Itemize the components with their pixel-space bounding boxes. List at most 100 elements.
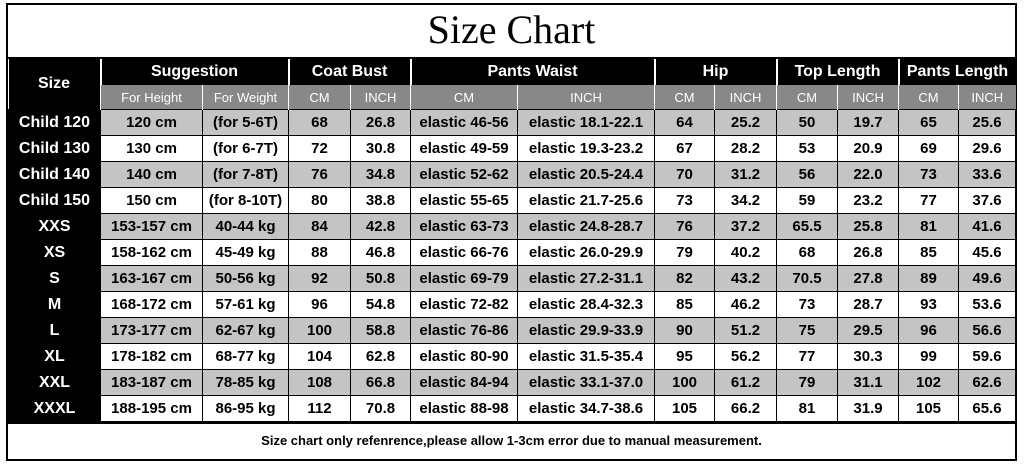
- subheader: CM: [898, 85, 959, 110]
- cell: elastic 52-62: [410, 161, 519, 188]
- cell: elastic 66-76: [410, 239, 519, 266]
- subheader-row: For Height For Weight CM INCH CM INCH CM INCH CM…: [9, 85, 1016, 110]
- cell: 40.2: [714, 239, 778, 266]
- cell: 26.8: [837, 239, 900, 266]
- cell: 73: [654, 187, 716, 214]
- size-label: M: [8, 291, 101, 318]
- cell: 53: [776, 135, 839, 162]
- cell: elastic 20.5-24.4: [517, 161, 656, 188]
- cell: 72: [288, 135, 352, 162]
- cell: 93: [898, 291, 960, 318]
- cell: 33.6: [958, 161, 1017, 188]
- size-row: Child 150 150 cm (for 8-10T) 80 38.8 elastic …: [8, 187, 1017, 214]
- cell: 45-49 kg: [201, 239, 290, 266]
- cell: 153-157 cm: [100, 213, 203, 240]
- cell: 25.8: [837, 213, 900, 240]
- size-header: Size: [8, 59, 101, 110]
- cell: 65.5: [776, 213, 839, 240]
- cell: 46.8: [350, 239, 412, 266]
- cell: 28.2: [714, 135, 778, 162]
- cell: elastic 21.7-25.6: [517, 187, 656, 214]
- size-row: XS 158-162 cm 45-49 kg 88 46.8 elastic 66-76 e…: [8, 239, 1017, 266]
- cell: 173-177 cm: [100, 317, 203, 344]
- cell: (for 6-7T): [201, 135, 290, 162]
- size-label: XXS: [8, 213, 101, 240]
- cell: elastic 18.1-22.1: [517, 109, 656, 136]
- cell: 78-85 kg: [201, 369, 290, 396]
- cell: 51.2: [714, 317, 778, 344]
- cell: 82: [654, 265, 716, 292]
- cell: 59: [776, 187, 839, 214]
- cell: 38.8: [350, 187, 412, 214]
- cell: 104: [288, 343, 352, 370]
- size-row: Child 120 120 cm (for 5-6T) 68 26.8 elastic 4…: [8, 109, 1017, 136]
- cell: elastic 28.4-32.3: [517, 291, 656, 318]
- cell: 34.2: [714, 187, 778, 214]
- cell: elastic 24.8-28.7: [517, 213, 656, 240]
- cell: elastic 34.7-38.6: [517, 395, 656, 422]
- cell: 77: [898, 187, 960, 214]
- cell: 31.2: [714, 161, 778, 188]
- cell: 95: [654, 343, 716, 370]
- size-chart: Size Chart Size Suggestion Coat Bust Pants …: [6, 3, 1017, 461]
- subheader: CM: [654, 85, 715, 110]
- size-row: XXS 153-157 cm 40-44 kg 84 42.8 elastic 63-73…: [8, 213, 1017, 240]
- footnote: Size chart only refenrence,please allow …: [8, 422, 1015, 458]
- cell: 81: [898, 213, 960, 240]
- size-label: XL: [8, 343, 101, 370]
- cell: 158-162 cm: [100, 239, 203, 266]
- cell: 84: [288, 213, 352, 240]
- cell: 61.2: [714, 369, 778, 396]
- size-table: Size Suggestion Coat Bust Pants Waist Hip Top…: [8, 59, 1017, 422]
- cell: 85: [654, 291, 716, 318]
- cell: 92: [288, 265, 352, 292]
- cell: 40-44 kg: [201, 213, 290, 240]
- cell: elastic 29.9-33.9: [517, 317, 656, 344]
- cell: 168-172 cm: [100, 291, 203, 318]
- cell: 96: [898, 317, 960, 344]
- cell: 188-195 cm: [100, 395, 203, 422]
- cell: 41.6: [958, 213, 1017, 240]
- cell: 56.2: [714, 343, 778, 370]
- cell: 99: [898, 343, 960, 370]
- size-label: L: [8, 317, 101, 344]
- cell: 70: [654, 161, 716, 188]
- cell: 50-56 kg: [201, 265, 290, 292]
- cell: 30.8: [350, 135, 412, 162]
- cell: 86-95 kg: [201, 395, 290, 422]
- subheader: INCH: [837, 85, 899, 110]
- cell: 85: [898, 239, 960, 266]
- subheader: CM: [776, 85, 838, 110]
- cell: 30.3: [837, 343, 900, 370]
- cell: 54.8: [350, 291, 412, 318]
- cell: 56.6: [958, 317, 1017, 344]
- cell: 27.8: [837, 265, 900, 292]
- cell: 183-187 cm: [100, 369, 203, 396]
- cell: elastic 72-82: [410, 291, 519, 318]
- cell: 68-77 kg: [201, 343, 290, 370]
- cell: 77: [776, 343, 839, 370]
- size-row: M 168-172 cm 57-61 kg 96 54.8 elastic 72-82 el…: [8, 291, 1017, 318]
- subheader: INCH: [714, 85, 777, 110]
- cell: 81: [776, 395, 839, 422]
- size-row: S 163-167 cm 50-56 kg 92 50.8 elastic 69-79 el…: [8, 265, 1017, 292]
- size-label: XXL: [8, 369, 101, 396]
- cell: 46.2: [714, 291, 778, 318]
- cell: 100: [654, 369, 716, 396]
- cell: 29.5: [837, 317, 900, 344]
- cell: elastic 55-65: [410, 187, 519, 214]
- cell: 68: [776, 239, 839, 266]
- cell: elastic 33.1-37.0: [517, 369, 656, 396]
- cell: elastic 69-79: [410, 265, 519, 292]
- cell: 76: [288, 161, 352, 188]
- cell: elastic 76-86: [410, 317, 519, 344]
- size-row: XXXL 188-195 cm 86-95 kg 112 70.8 elastic 88-…: [8, 395, 1017, 422]
- subheader: INCH: [958, 85, 1016, 110]
- cell: 150 cm: [100, 187, 203, 214]
- cell: elastic 27.2-31.1: [517, 265, 656, 292]
- cell: 69: [898, 135, 960, 162]
- cell: elastic 80-90: [410, 343, 519, 370]
- cell: 19.7: [837, 109, 900, 136]
- cell: elastic 31.5-35.4: [517, 343, 656, 370]
